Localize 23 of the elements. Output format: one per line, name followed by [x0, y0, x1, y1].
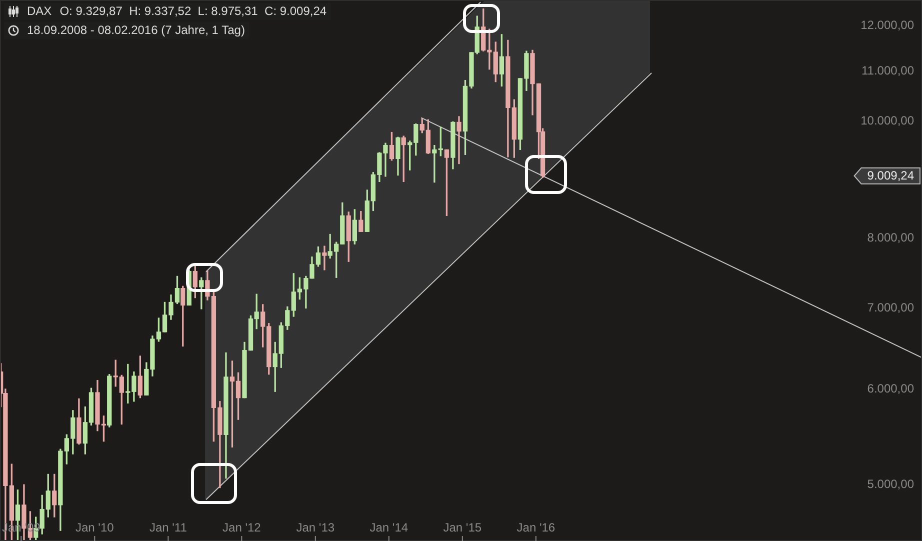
x-tick-label: Jan '15: [443, 520, 482, 534]
annotation: H: 9.337,52: [129, 4, 192, 18]
y-tick-label: 7.000,00: [867, 300, 914, 314]
y-tick-label: 11.000,00: [862, 64, 914, 78]
x-tick-label: Jan '11: [149, 520, 188, 534]
annotation: O: 9.329,87: [60, 4, 122, 18]
chart-title: DAX: [27, 3, 52, 20]
candlestick: [322, 246, 327, 270]
annotation: L: 8.975,31: [198, 4, 258, 18]
x-tick-label: Jan '13: [296, 520, 335, 534]
y-tick-label: 6.000,00: [867, 381, 914, 396]
x-tick-label: Jan '14: [370, 520, 408, 534]
x-tick-label: Jan '16: [516, 520, 556, 534]
y-tick-label: 12.000,00: [860, 18, 914, 32]
annotation: 9.009,24: [867, 168, 914, 183]
candlestick: [456, 116, 462, 164]
y-tick-label: 10.000,00: [860, 113, 914, 128]
text: 18.09.2008 - 08.02.2016 (7 Jahre, 1 Tag): [27, 22, 245, 39]
y-tick-label: 5.000,00: [867, 476, 914, 491]
y-tick-label: 8.000,00: [867, 230, 914, 244]
x-tick-label: Jan '10: [75, 520, 114, 534]
x-tick-label: Jan '12: [222, 520, 262, 534]
annotation: C: 9.009,24: [264, 4, 327, 18]
